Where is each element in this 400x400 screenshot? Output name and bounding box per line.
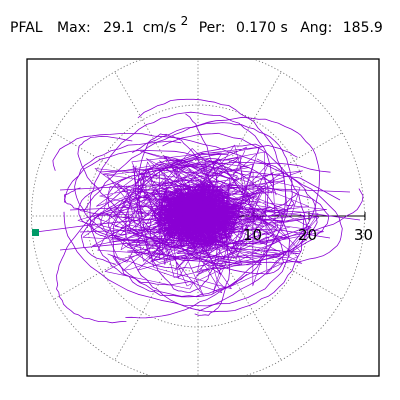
trace-loop bbox=[74, 140, 318, 265]
trace-sweep bbox=[99, 165, 341, 201]
trace-loop bbox=[56, 143, 298, 324]
grid-spoke bbox=[114, 71, 171, 169]
grid-spoke bbox=[225, 263, 282, 361]
start-marker bbox=[32, 229, 39, 236]
trace-loop bbox=[108, 192, 243, 261]
per-value: 0.170 s bbox=[236, 20, 288, 36]
particle-motion-trace bbox=[35, 98, 364, 324]
grid-spoke bbox=[114, 263, 171, 361]
max-unit-exponent: 2 bbox=[181, 14, 189, 28]
trace-loop bbox=[63, 149, 290, 307]
plot-frame bbox=[26, 58, 380, 377]
ang-label: Ang: bbox=[300, 20, 332, 36]
trace-mid bbox=[77, 144, 327, 296]
trace-loop bbox=[83, 116, 321, 312]
svg-text:PFAL Max: 29.1 cm/: PFAL Max: 29.1 cm/s 2 Per: 0.170 s Ang: … bbox=[10, 13, 383, 36]
trace-loop bbox=[129, 132, 305, 313]
radial-tick-label-30: 30 bbox=[354, 226, 373, 244]
grid-spoke bbox=[245, 132, 343, 189]
trace-loop bbox=[112, 158, 277, 298]
ang-value: 185.9 bbox=[343, 20, 383, 36]
radial-tick-label-10: 10 bbox=[243, 226, 262, 244]
trace-loop bbox=[125, 122, 293, 319]
radial-tick-label-20: 20 bbox=[298, 226, 317, 244]
trace-loop bbox=[52, 133, 343, 264]
trace-loop bbox=[137, 175, 248, 233]
grid-spoke bbox=[245, 243, 343, 300]
max-value: 29.1 bbox=[103, 20, 134, 36]
max-unit: cm/s bbox=[143, 20, 176, 36]
per-label: Per: bbox=[199, 20, 226, 36]
grid-spoke bbox=[225, 71, 282, 169]
plot-header: PFAL Max: 29.1 cm/s 2 Per: 0.170 s Ang: … bbox=[10, 13, 383, 36]
max-label: Max: bbox=[57, 20, 91, 36]
grid-spoke bbox=[53, 243, 151, 300]
station-code: PFAL bbox=[10, 20, 43, 36]
trace-loop bbox=[80, 184, 329, 271]
grid-spoke bbox=[53, 132, 151, 189]
